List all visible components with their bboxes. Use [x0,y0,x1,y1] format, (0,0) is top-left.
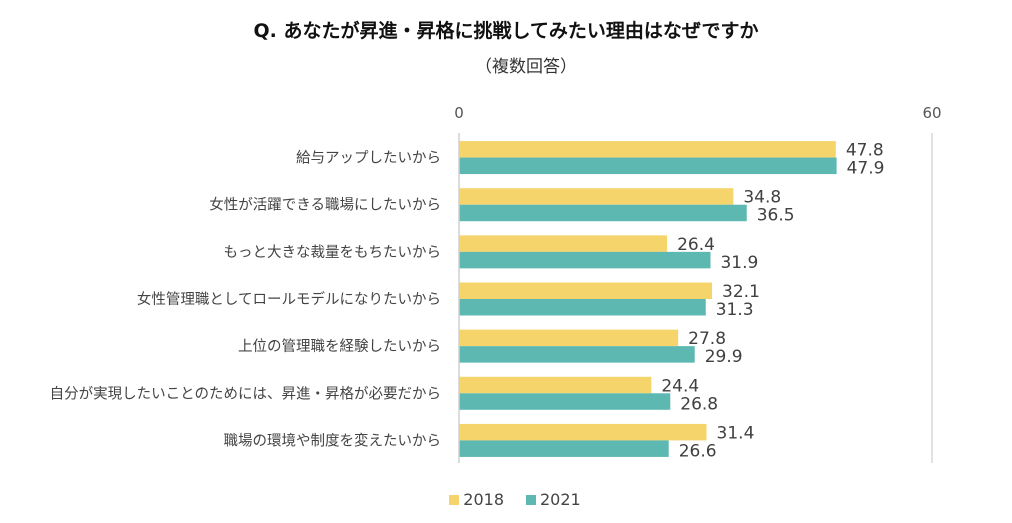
category-label: 女性管理職としてロールモデルになりたいから [137,290,441,308]
chart-title: Q. あなたが昇進・昇格に挑戦してみたい理由はなぜですか [253,20,759,42]
chart-subtitle: （複数回答） [475,57,577,77]
bar-2018 [459,188,734,205]
bar-2018 [459,423,707,441]
bar-2021 [459,440,669,457]
category-label: 女性が活躍できる職場にしたいから [209,196,441,214]
bar-2021 [459,346,695,363]
category-label: 給与アップしたいから [296,150,441,167]
data-label-2021: 31.9 [720,253,758,273]
data-label-2021: 26.6 [679,441,717,461]
data-label-2018: 27.8 [688,329,726,349]
legend-item-2018: 2018 [449,490,504,509]
bar-2018 [459,376,652,394]
data-label-2018: 24.4 [661,376,699,396]
legend: 2018 2021 [0,490,1012,509]
bar-2021 [459,251,711,269]
category-label: 上位の管理職を経験したいから [238,338,441,355]
data-label-2018: 34.8 [743,188,781,208]
legend-swatch-2018 [449,494,460,505]
data-label-2021: 36.5 [757,206,795,226]
bar-2021 [459,299,706,316]
category-label: もっと大きな裁量をもちたいから [224,244,442,261]
category-label: 職場の環境や制度を変えたいから [224,431,442,449]
bar-2018 [459,235,668,252]
data-label-2021: 31.3 [716,300,754,320]
x-tick-label: 60 [922,104,941,122]
bar-2021 [459,157,837,175]
data-label-2018: 31.4 [717,423,755,443]
category-label: 自分が実現したいことのためには、昇進・昇格が必要だから [50,385,441,402]
bar-2018 [459,329,679,347]
legend-swatch-2021 [526,494,536,505]
data-label-2021: 29.9 [705,347,743,367]
legend-item-2021: 2021 [526,490,581,509]
bar-2021 [459,204,747,222]
data-label-2018: 32.1 [722,282,760,302]
data-label-2018: 26.4 [677,235,715,255]
bar-2018 [459,141,836,158]
legend-label-2021: 2021 [540,490,581,509]
bar-2021 [459,393,671,410]
data-label-2021: 26.8 [680,394,718,414]
x-tick-label: 0 [454,104,464,122]
data-label-2021: 47.9 [847,159,885,179]
legend-label-2018: 2018 [463,490,504,509]
bar-2018 [459,282,713,299]
data-label-2018: 47.8 [846,141,884,161]
